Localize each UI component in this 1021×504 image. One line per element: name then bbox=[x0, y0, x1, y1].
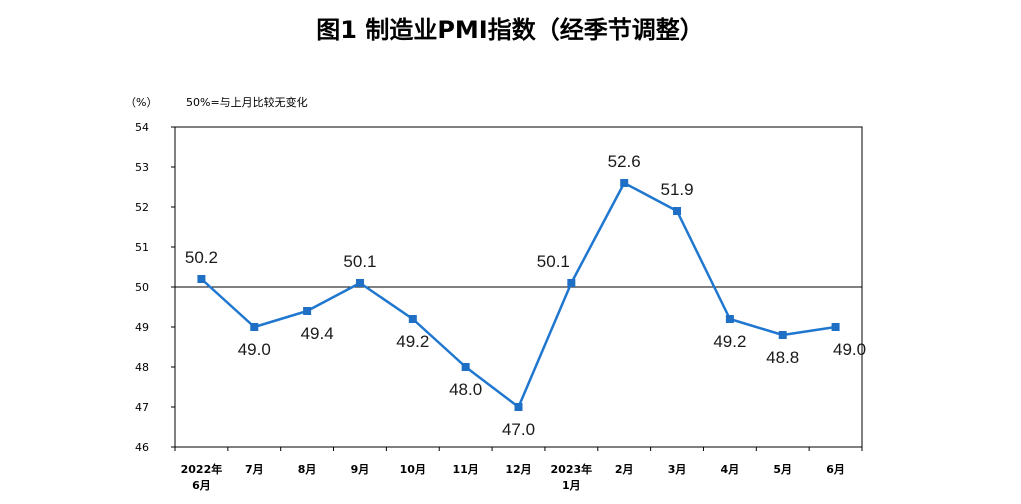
series-group bbox=[197, 179, 840, 411]
data-point bbox=[408, 315, 417, 323]
data-label: 47.0 bbox=[502, 420, 535, 439]
y-tick-label: 53 bbox=[135, 161, 149, 174]
data-point bbox=[778, 331, 787, 339]
series-line bbox=[200, 181, 836, 409]
chart-note: 50%=与上月比较无变化 bbox=[186, 95, 308, 109]
chart-title: 图1 制造业PMI指数（经季节调整） bbox=[316, 16, 703, 44]
data-label: 51.9 bbox=[660, 180, 693, 199]
x-tick-label: 5月 bbox=[773, 463, 792, 476]
y-tick-label: 52 bbox=[135, 201, 149, 214]
x-ticks-group: 2022年 6月 7月 8月 9月 10月 11月 12月 2023年 1月 2月 3月 4月 5月 6月 bbox=[174, 447, 863, 492]
data-label: 50.2 bbox=[185, 248, 218, 267]
data-point bbox=[355, 279, 364, 287]
y-unit-label: （%） bbox=[125, 96, 157, 109]
data-point bbox=[673, 207, 682, 215]
data-label: 50.1 bbox=[537, 252, 570, 271]
y-tick-label: 50 bbox=[135, 281, 149, 294]
y-tick-label: 54 bbox=[135, 121, 149, 134]
y-tick-label: 47 bbox=[135, 401, 149, 414]
data-point bbox=[303, 307, 312, 315]
x-tick-label: 7月 bbox=[245, 463, 264, 476]
x-tick-label: 12月 bbox=[505, 463, 531, 476]
x-tick-label: 1月 bbox=[562, 479, 581, 492]
data-label: 48.8 bbox=[766, 348, 799, 367]
y-tick-label: 51 bbox=[135, 241, 149, 254]
data-label: 52.6 bbox=[608, 152, 641, 171]
data-point bbox=[620, 179, 629, 187]
data-point bbox=[250, 323, 259, 331]
y-tick-label: 48 bbox=[135, 361, 149, 374]
x-tick-label: 2023年 bbox=[551, 462, 593, 476]
x-tick-label: 9月 bbox=[351, 463, 370, 476]
data-label: 48.0 bbox=[449, 380, 482, 399]
data-point bbox=[725, 315, 734, 323]
x-tick-label: 2月 bbox=[615, 463, 634, 476]
axes: 46 47 48 49 50 51 52 53 54 bbox=[135, 121, 863, 454]
data-labels-group: 50.2 49.0 49.4 50.1 49.2 48.0 47.0 50.1 52.6 51.9… bbox=[185, 152, 866, 439]
data-point bbox=[461, 363, 470, 371]
data-label: 49.0 bbox=[833, 340, 866, 359]
data-point bbox=[831, 323, 840, 331]
x-tick-label: 11月 bbox=[452, 463, 478, 476]
x-tick-label: 4月 bbox=[721, 463, 740, 476]
x-tick-label: 2022年 bbox=[181, 462, 223, 476]
x-tick-label: 8月 bbox=[298, 463, 317, 476]
data-point bbox=[514, 403, 523, 411]
x-tick-label: 10月 bbox=[400, 463, 426, 476]
data-label: 50.1 bbox=[343, 252, 376, 271]
x-tick-label: 6月 bbox=[192, 479, 211, 492]
x-tick-label: 6月 bbox=[826, 463, 845, 476]
data-label: 49.2 bbox=[713, 332, 746, 351]
data-label: 49.2 bbox=[396, 332, 429, 351]
x-tick-label: 3月 bbox=[668, 463, 687, 476]
data-point bbox=[197, 275, 206, 283]
data-point bbox=[567, 279, 576, 287]
y-tick-label: 49 bbox=[135, 321, 149, 334]
data-label: 49.4 bbox=[301, 324, 334, 343]
y-tick-label: 46 bbox=[135, 441, 149, 454]
data-label: 49.0 bbox=[238, 340, 271, 359]
